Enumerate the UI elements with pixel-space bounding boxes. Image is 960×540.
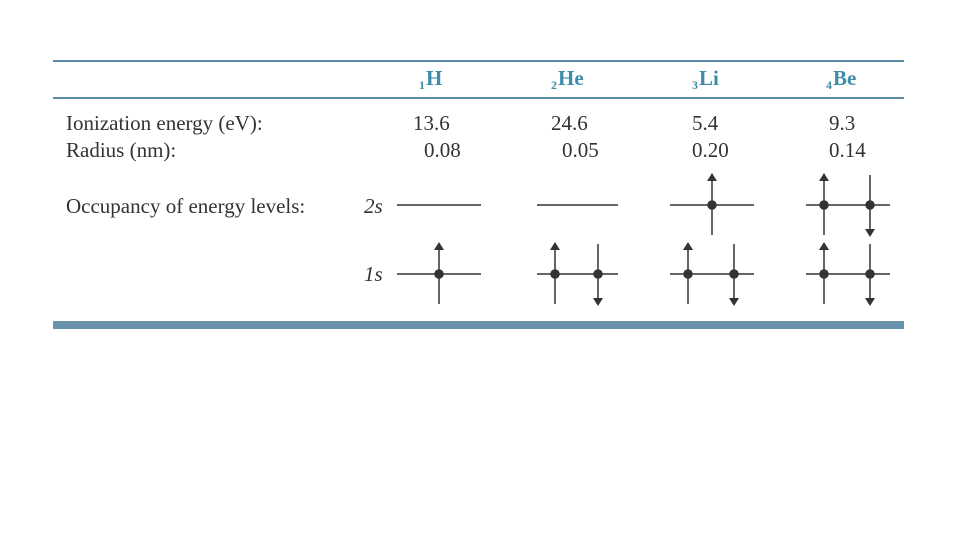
electron-dot: [550, 269, 560, 279]
electron-dot: [593, 269, 603, 279]
table-bottom-rule: [53, 321, 904, 329]
occupancy-label: Occupancy of energy levels:: [66, 194, 306, 218]
header-lithium: 3Li: [692, 66, 719, 92]
ionization-value-li: 5.4: [692, 111, 719, 135]
radius-value-be: 0.14: [829, 138, 866, 162]
electron-dot: [729, 269, 739, 279]
electron-dot: [819, 200, 829, 210]
electron-dot: [434, 269, 444, 279]
header-helium: 2He: [551, 66, 584, 92]
electron-dot: [865, 200, 875, 210]
ionization-value-he: 24.6: [551, 111, 588, 135]
ionization-label: Ionization energy (eV):: [66, 111, 263, 135]
ionization-value-be: 9.3: [829, 111, 856, 135]
header-beryllium: 4Be: [826, 66, 857, 92]
table-top-rule: [53, 60, 904, 62]
table-header-rule: [53, 97, 904, 99]
electron-dot: [707, 200, 717, 210]
radius-label: Radius (nm):: [66, 138, 177, 162]
radius-value-he: 0.05: [562, 138, 599, 162]
ionization-value-h: 13.6: [413, 111, 450, 135]
header-hydrogen: 1H: [419, 66, 443, 92]
orbital-label-2s: 2s: [364, 194, 383, 218]
orbital-label-1s: 1s: [364, 262, 383, 286]
electron-dot: [683, 269, 693, 279]
radius-value-li: 0.20: [692, 138, 729, 162]
electron-dot: [819, 269, 829, 279]
electron-dot: [865, 269, 875, 279]
radius-value-h: 0.08: [424, 138, 461, 162]
